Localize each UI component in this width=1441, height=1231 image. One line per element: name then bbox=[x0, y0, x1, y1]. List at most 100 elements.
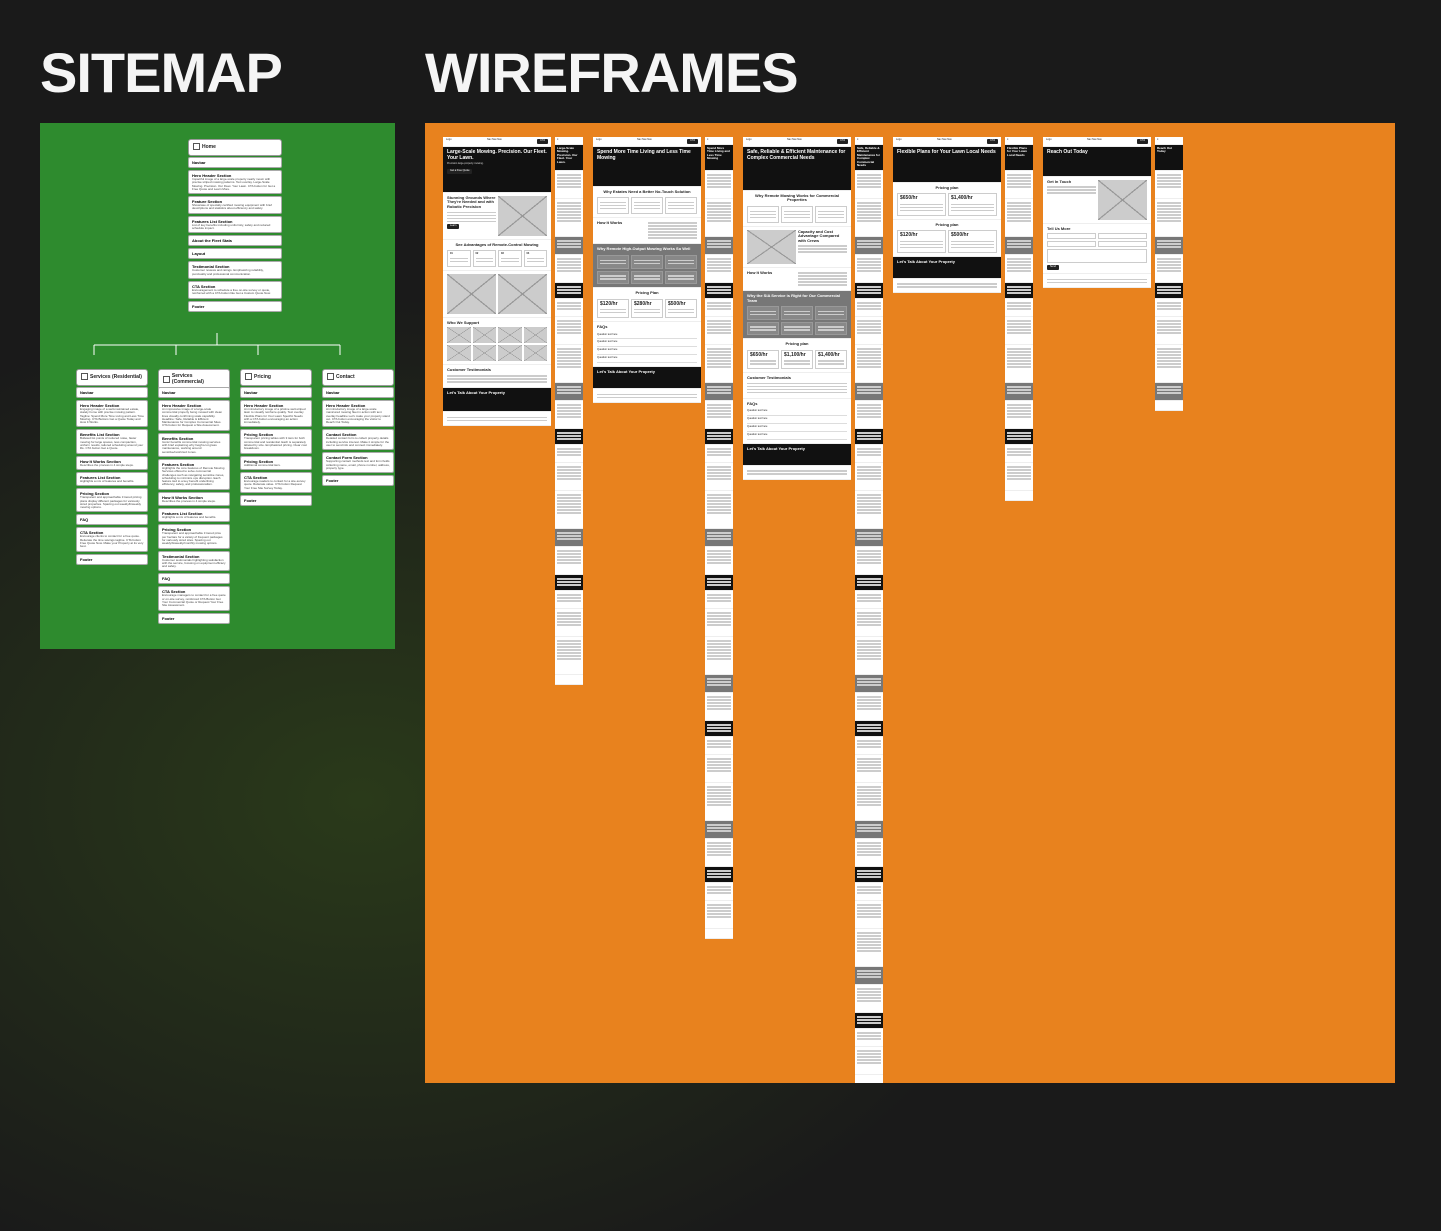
wf-section bbox=[855, 755, 883, 783]
wf-feature: Why Remote Mowing Works for Commercial P… bbox=[743, 191, 851, 227]
wf-pricing: Pricing plan $650/hr $1,100/hr $1,400/hr bbox=[743, 339, 851, 373]
text-lines bbox=[557, 594, 581, 602]
wireframe-mobile-commercial: ≡Safe, Reliable & Efficient Maintenance … bbox=[855, 137, 883, 1083]
sitemap-section: Pricing SectionTransparent and approacha… bbox=[158, 524, 230, 548]
wf-section bbox=[1155, 199, 1183, 237]
title-wireframes: WIREFRAMES bbox=[425, 40, 798, 105]
wf-section bbox=[855, 821, 883, 839]
wf-section bbox=[555, 491, 583, 529]
sitemap-section-desc: An introductory image of a large-scale m… bbox=[326, 408, 390, 424]
wf-section bbox=[555, 575, 583, 591]
sitemap-section-title: Navbar bbox=[244, 390, 308, 395]
wf-footer bbox=[593, 389, 701, 403]
wf-grid-title: Who We Support bbox=[447, 321, 547, 326]
text-lines bbox=[1157, 240, 1181, 248]
wf-section bbox=[705, 317, 733, 345]
text-lines bbox=[707, 466, 731, 480]
wf-footer bbox=[1155, 401, 1183, 411]
sitemap-section: Features List SectionList of key benefit… bbox=[188, 216, 282, 234]
wf-section bbox=[555, 299, 583, 317]
wf-card: 04 bbox=[524, 250, 548, 266]
text-lines bbox=[857, 740, 881, 748]
wf-section bbox=[1155, 237, 1183, 255]
wf-section bbox=[855, 737, 883, 755]
text-lines bbox=[1007, 202, 1031, 222]
wf-section bbox=[855, 883, 883, 901]
wf-hero-title: Large-Scale Mowing. Precision. Our Fleet… bbox=[557, 147, 581, 164]
wf-feature-title: Why Remote Mowing Works for Commercial P… bbox=[747, 194, 847, 203]
wf-section bbox=[705, 255, 733, 283]
wf-section bbox=[1155, 299, 1183, 317]
wf-price-card: $120/hr bbox=[597, 299, 629, 318]
sitemap-section-desc: Engaging image of a well-maintained esta… bbox=[80, 408, 144, 424]
form-field bbox=[1098, 241, 1147, 247]
text-lines bbox=[557, 302, 581, 310]
text-lines bbox=[857, 466, 881, 480]
wf-how-title: How It Works bbox=[747, 271, 796, 286]
text-lines bbox=[557, 320, 581, 334]
text-lines bbox=[1007, 348, 1031, 368]
sitemap-section-desc: Additional commercial tiers. bbox=[244, 464, 308, 467]
wf-card: 03 bbox=[498, 250, 522, 266]
wf-gray-title: Why Remote High-Output Mowing Works So W… bbox=[597, 247, 697, 252]
wf-card bbox=[747, 306, 779, 320]
sitemap-section-title: Layout bbox=[192, 251, 278, 256]
wf-pricing: Pricing Plan $120/hr $280/hr $500/hr bbox=[593, 288, 701, 322]
sitemap-section-desc: Highlights a mix of features and benefit… bbox=[162, 516, 226, 519]
text-lines bbox=[707, 532, 731, 540]
placeholder-image bbox=[447, 327, 471, 343]
sitemap-section-desc: Bulleted list points of reduced noise, f… bbox=[80, 437, 144, 450]
wireframe-mobile-home: ≡Large-Scale Mowing. Precision. Our Flee… bbox=[555, 137, 583, 685]
wf-section bbox=[855, 867, 883, 883]
wf-section bbox=[555, 445, 583, 463]
wf-faq: FAQs Question text here Question text he… bbox=[743, 399, 851, 444]
wf-price-card: $500/hr bbox=[665, 299, 697, 318]
text-lines bbox=[557, 494, 581, 514]
sitemap-section: Pricing SectionAdditional commercial tie… bbox=[240, 456, 312, 470]
sitemap-section: Features List SectionHighlights a mix of… bbox=[158, 508, 230, 522]
wf-section bbox=[855, 1029, 883, 1047]
wf-section bbox=[555, 171, 583, 199]
wf-cta: Let's Talk About Your Property bbox=[743, 444, 851, 466]
placeholder-image bbox=[473, 345, 497, 361]
text-lines bbox=[1007, 466, 1031, 480]
wf-section bbox=[705, 283, 733, 299]
text-lines bbox=[857, 824, 881, 832]
wf-footer bbox=[1043, 274, 1151, 288]
sitemap-section: Footer bbox=[158, 613, 230, 624]
wf-section bbox=[855, 783, 883, 821]
wf-hero: Spend More Time Living and Less Time Mow… bbox=[705, 145, 733, 171]
sitemap-section-title: Footer bbox=[326, 478, 390, 483]
wf-section bbox=[555, 463, 583, 491]
placeholder-image bbox=[498, 196, 547, 236]
wf-support: Who We Support bbox=[443, 318, 551, 366]
text-lines bbox=[1007, 320, 1031, 334]
wf-cta: Let's Talk About Your Property bbox=[893, 257, 1001, 279]
wf-hero-title: Spend More Time Living and Less Time Mow… bbox=[597, 150, 697, 162]
wf-section bbox=[705, 529, 733, 547]
faq-item: Question text here bbox=[747, 408, 847, 416]
wf-section bbox=[1005, 429, 1033, 445]
text-lines bbox=[857, 970, 881, 978]
wf-pricing-b: Pricing plan $120/hr $500/hr bbox=[893, 220, 1001, 257]
wf-section bbox=[555, 283, 583, 299]
wf-price: $120/hr bbox=[900, 233, 943, 239]
sitemap-section: Contact SectionDetailed contact form to … bbox=[322, 429, 394, 450]
sitemap-section-desc: Encouragement to schedule a free on-site… bbox=[192, 289, 278, 296]
sitemap-section-desc: Impactful image of a large-scale propert… bbox=[192, 178, 278, 191]
wf-gray-section: Why the SiA Service is Right for Our Com… bbox=[743, 291, 851, 339]
wireframe-desktop-pricing: LogoNav Nav NavCTA Flexible Plans for Yo… bbox=[893, 137, 1001, 293]
wf-section bbox=[855, 171, 883, 199]
wf-section bbox=[1155, 255, 1183, 283]
text-lines bbox=[707, 320, 731, 334]
sitemap-section-desc: Transparent and approachable 3 tiered pr… bbox=[80, 496, 144, 509]
sitemap-section-desc: Detailed contact form to collect propert… bbox=[326, 437, 390, 447]
wf-pricing-title: Pricing plan bbox=[897, 223, 997, 228]
sitemap-section-title: Footer bbox=[80, 557, 144, 562]
wf-section bbox=[705, 783, 733, 821]
text-lines bbox=[1157, 386, 1181, 394]
wf-section-title: See Advantages of Remote-Control Mowing bbox=[447, 243, 547, 248]
wf-section bbox=[555, 383, 583, 401]
text-lines bbox=[557, 174, 581, 188]
wf-contact-title: Get In Touch bbox=[1047, 180, 1096, 185]
